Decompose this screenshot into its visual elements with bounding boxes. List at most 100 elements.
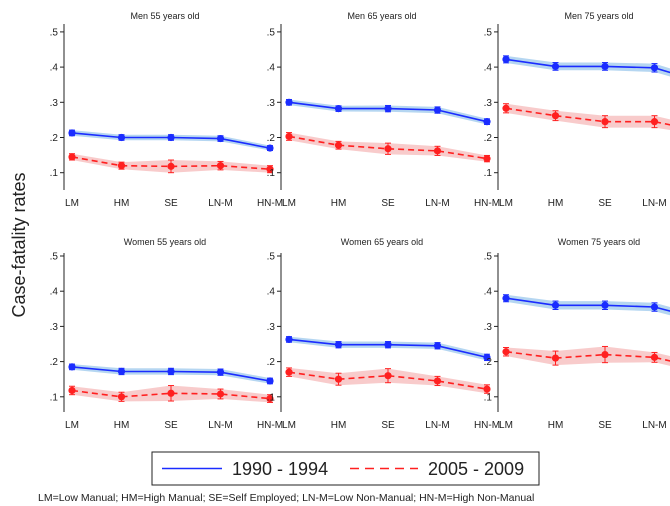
data-point-1990-1994: [433, 342, 442, 350]
panel-title: Women 65 years old: [341, 237, 423, 247]
y-tick-label: .5: [484, 252, 493, 263]
data-point-1990-1994: [68, 129, 76, 137]
panel-women-55-years-old: Women 55 years old .1 .2 .3 .4 .5 LM HM SE LN-M HN…: [50, 237, 283, 431]
y-tick-label: .2: [267, 133, 276, 144]
panel-men-55-years-old: Men 55 years old .1 .2 .3 .4 .5 LM HM SE LN-M HN-M: [50, 11, 283, 209]
legend: 1990 - 1994 2005 - 2009: [151, 451, 540, 486]
x-tick-label: HM: [331, 420, 347, 431]
x-tick-label: LN-M: [208, 198, 232, 209]
panel-title: Men 65 years old: [347, 11, 416, 21]
y-tick-label: .5: [50, 27, 59, 38]
y-tick-label: .3: [484, 98, 493, 109]
data-point-1990-1994: [551, 62, 560, 70]
data-point-1990-1994: [266, 144, 274, 152]
data-point-2005-2009: [433, 147, 442, 155]
y-tick-label: .5: [267, 252, 276, 263]
data-point-2005-2009: [68, 386, 76, 395]
panel-title: Women 55 years old: [124, 237, 206, 247]
panel-women-65-years-old: Women 65 years old .1 .2 .3 .4 .5 LM HM SE LN-M HN…: [267, 237, 500, 431]
abbreviation-footnote: LM=Low Manual; HM=High Manual; SE=Self E…: [38, 492, 535, 504]
ci-band-1990-1994: [506, 294, 670, 316]
x-tick-label: LM: [499, 198, 513, 209]
panel-title: Men 55 years old: [130, 11, 199, 21]
data-point-2005-2009: [601, 118, 609, 126]
series-line-2005-2009: [288, 135, 488, 160]
y-tick-label: .1: [50, 168, 59, 179]
data-point-1990-1994: [650, 303, 659, 311]
x-tick-label: LN-M: [642, 198, 666, 209]
x-tick-label: HN-M: [257, 198, 283, 209]
data-point-1990-1994: [650, 64, 659, 72]
y-tick-label: .1: [267, 168, 276, 179]
y-tick-label: .3: [50, 322, 59, 333]
x-tick-label: LM: [65, 420, 79, 431]
series-line-2005-2009: [71, 389, 271, 400]
x-tick-label: LN-M: [642, 420, 666, 431]
data-point-1990-1994: [216, 134, 225, 143]
x-tick-label: LM: [282, 420, 296, 431]
data-point-1990-1994: [502, 294, 510, 302]
y-tick-label: .4: [267, 63, 276, 74]
ci-band-1990-1994: [506, 55, 670, 77]
x-tick-label: HN-M: [474, 198, 500, 209]
x-tick-label: LN-M: [208, 420, 232, 431]
data-point-1990-1994: [384, 105, 392, 113]
x-tick-label: HM: [548, 198, 564, 209]
data-point-2005-2009: [167, 389, 175, 397]
data-point-2005-2009: [483, 155, 491, 163]
data-point-1990-1994: [216, 368, 225, 376]
x-tick-label: HM: [331, 198, 347, 209]
data-point-1990-1994: [384, 341, 392, 349]
y-tick-label: .3: [267, 322, 276, 333]
y-tick-label: .1: [484, 168, 493, 179]
data-point-2005-2009: [285, 368, 293, 376]
x-tick-label: SE: [598, 420, 612, 431]
data-point-2005-2009: [334, 141, 343, 149]
y-tick-label: .2: [484, 133, 493, 144]
data-point-2005-2009: [433, 377, 442, 385]
data-point-2005-2009: [384, 145, 392, 153]
x-tick-label: HN-M: [257, 420, 283, 431]
data-point-2005-2009: [334, 375, 343, 383]
panel-grid: Men 55 years old .1 .2 .3 .4 .5 LM HM SE LN-M HN-M…: [50, 11, 670, 431]
data-point-1990-1994: [117, 133, 126, 142]
ci-band-2005-2009: [506, 103, 670, 131]
y-tick-label: .1: [267, 392, 276, 403]
x-tick-label: SE: [598, 198, 612, 209]
y-tick-label: .3: [267, 98, 276, 109]
y-tick-label: .4: [50, 63, 59, 74]
x-tick-label: LM: [282, 198, 296, 209]
data-point-1990-1994: [601, 301, 609, 309]
y-tick-label: .3: [50, 98, 59, 109]
series-line-2005-2009: [505, 107, 670, 126]
legend-label-2005-2009: 2005 - 2009: [428, 459, 524, 479]
data-point-2005-2009: [167, 162, 175, 170]
data-point-1990-1994: [117, 367, 126, 376]
y-axis-label: Case-fatality rates: [9, 172, 29, 317]
x-tick-label: LN-M: [425, 420, 449, 431]
y-tick-label: .4: [267, 287, 276, 298]
y-tick-label: .4: [484, 287, 493, 298]
data-point-2005-2009: [216, 390, 225, 398]
data-point-2005-2009: [266, 165, 274, 173]
y-tick-label: .3: [484, 322, 493, 333]
y-tick-label: .2: [267, 357, 276, 368]
data-point-2005-2009: [117, 393, 126, 401]
data-point-2005-2009: [68, 153, 76, 161]
data-point-1990-1994: [285, 335, 293, 344]
x-tick-label: HM: [548, 420, 564, 431]
y-tick-label: .1: [484, 392, 493, 403]
data-point-1990-1994: [334, 105, 343, 113]
y-tick-label: .4: [484, 63, 493, 74]
data-point-1990-1994: [266, 377, 274, 385]
series-line-2005-2009: [505, 350, 670, 362]
data-point-1990-1994: [167, 133, 175, 142]
data-point-1990-1994: [483, 353, 491, 361]
y-tick-label: .5: [50, 252, 59, 263]
series-line-2005-2009: [288, 371, 488, 390]
data-point-2005-2009: [551, 354, 560, 362]
data-point-2005-2009: [502, 104, 510, 112]
y-tick-label: .1: [50, 392, 59, 403]
